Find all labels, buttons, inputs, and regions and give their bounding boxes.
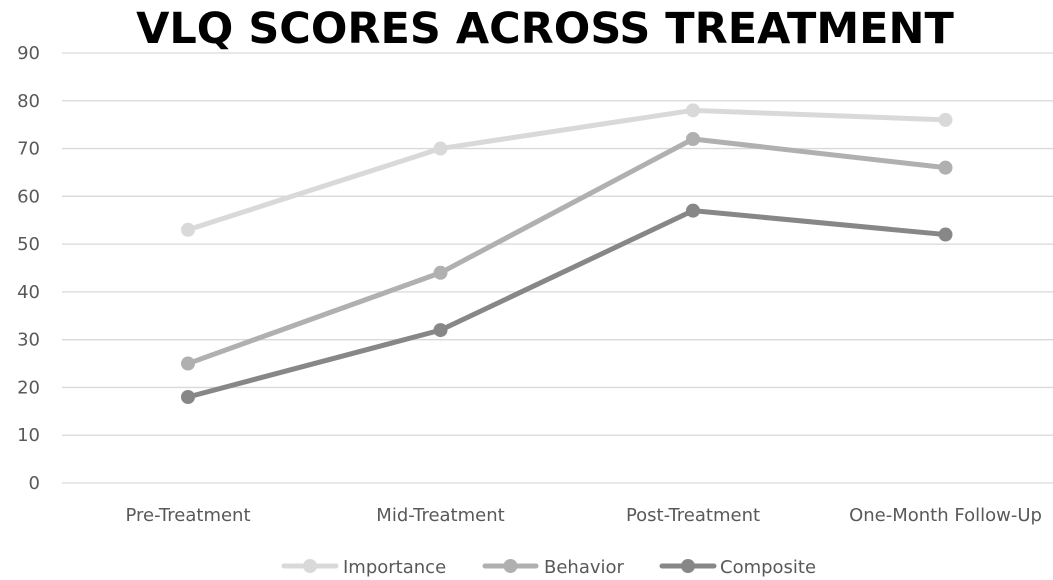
data-point	[433, 141, 448, 156]
legend-item-behavior: Behavior	[482, 557, 625, 578]
y-tick-label: 30	[17, 330, 40, 351]
series-importance	[181, 103, 953, 237]
data-point	[686, 103, 700, 118]
series-behavior	[181, 132, 953, 371]
data-point	[938, 160, 953, 175]
chart-title: VLQ SCORES ACROSS TREATMENT	[136, 4, 954, 54]
legend-swatch-marker	[681, 559, 695, 573]
y-tick-label: 20	[17, 377, 40, 398]
data-point	[686, 203, 700, 218]
y-tick-label: 70	[17, 139, 40, 160]
data-point	[433, 265, 448, 280]
series-layer	[181, 103, 953, 404]
y-tick-label: 10	[17, 425, 40, 446]
data-point	[938, 227, 953, 242]
y-tick-label: 40	[17, 282, 40, 303]
x-tick-label: Pre-Treatment	[125, 505, 250, 526]
x-tick-label: One-Month Follow-Up	[849, 505, 1042, 526]
y-tick-label: 60	[17, 186, 40, 207]
legend-label: Composite	[720, 557, 816, 578]
y-axis-ticks: 0 10 20 30 40 50 60 70 80 90	[17, 43, 40, 494]
legend-swatch-marker	[503, 559, 518, 573]
legend-item-importance: Importance	[281, 557, 446, 578]
data-point	[181, 222, 195, 237]
series-composite	[181, 203, 953, 404]
series-line	[185, 136, 948, 367]
legend-item-composite: Composite	[659, 557, 816, 578]
data-point	[433, 323, 448, 338]
legend-label: Importance	[343, 557, 446, 578]
data-point	[181, 356, 195, 371]
y-tick-label: 90	[17, 43, 40, 64]
y-tick-label: 80	[17, 91, 40, 112]
series-line	[185, 208, 948, 400]
data-point	[938, 112, 953, 127]
data-point	[686, 132, 700, 146]
legend-swatch-marker	[303, 559, 317, 573]
x-tick-label: Post-Treatment	[626, 505, 760, 526]
x-tick-label: Mid-Treatment	[376, 505, 504, 526]
series-line	[185, 107, 948, 233]
legend-label: Behavior	[544, 557, 625, 578]
data-point	[181, 390, 195, 404]
x-axis-ticks: Pre-Treatment Mid-Treatment Post-Treatment…	[125, 505, 1041, 526]
legend: Importance Behavior Composite	[281, 557, 816, 578]
y-tick-label: 0	[29, 473, 40, 494]
y-tick-label: 50	[17, 234, 40, 255]
